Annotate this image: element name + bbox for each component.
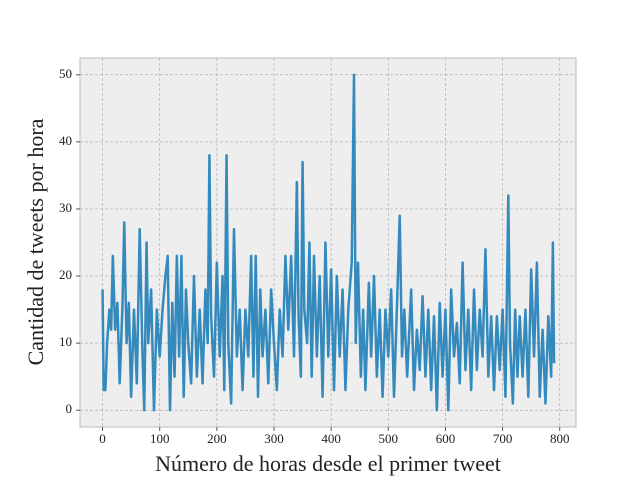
y-tick-label: 50 — [59, 66, 72, 81]
x-tick-label: 500 — [379, 431, 399, 446]
x-tick-label: 300 — [264, 431, 284, 446]
x-tick-label: 600 — [436, 431, 456, 446]
x-tick-label: 800 — [550, 431, 570, 446]
x-tick-label: 100 — [150, 431, 170, 446]
x-tick-label: 400 — [321, 431, 341, 446]
y-tick-label: 10 — [59, 334, 72, 349]
y-tick-label: 0 — [66, 401, 73, 416]
data-line — [101, 73, 556, 412]
y-tick-label: 30 — [59, 200, 72, 215]
y-tick-label: 40 — [59, 133, 72, 148]
x-tick-label: 200 — [207, 431, 227, 446]
y-tick-label: 20 — [59, 267, 72, 282]
y-axis-label: Cantidad de tweets por hora — [23, 118, 48, 365]
x-axis-label: Número de horas desde el primer tweet — [155, 451, 501, 476]
x-tick-label: 0 — [99, 431, 106, 446]
x-tick-label: 700 — [493, 431, 513, 446]
